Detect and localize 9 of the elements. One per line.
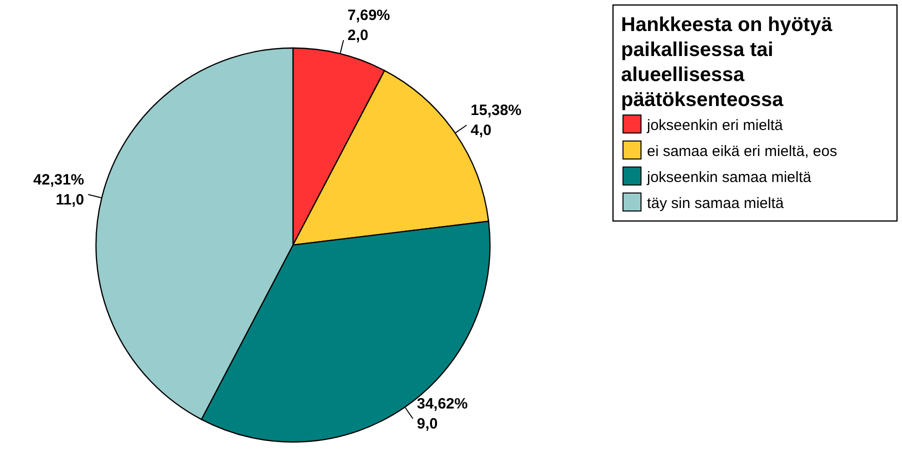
legend-label: ei samaa eikä eri mieltä, eos — [647, 143, 838, 160]
data-label: 34,62% 9,0 — [416, 396, 468, 433]
data-label: 7,69% 2,0 — [347, 7, 390, 44]
legend-label: täy sin samaa mieltä — [647, 195, 784, 212]
legend-label: jokseenkin samaa mieltä — [646, 169, 812, 186]
legend-label: jokseenkin eri mieltä — [646, 117, 784, 134]
data-label: 15,38% 4,0 — [470, 102, 522, 140]
legend-title: Hankkeesta on hyötyä paikallisessa tai alueellisessa päätöksenteossa — [621, 14, 834, 111]
data-label: 42,31% 11,0 — [33, 172, 84, 209]
